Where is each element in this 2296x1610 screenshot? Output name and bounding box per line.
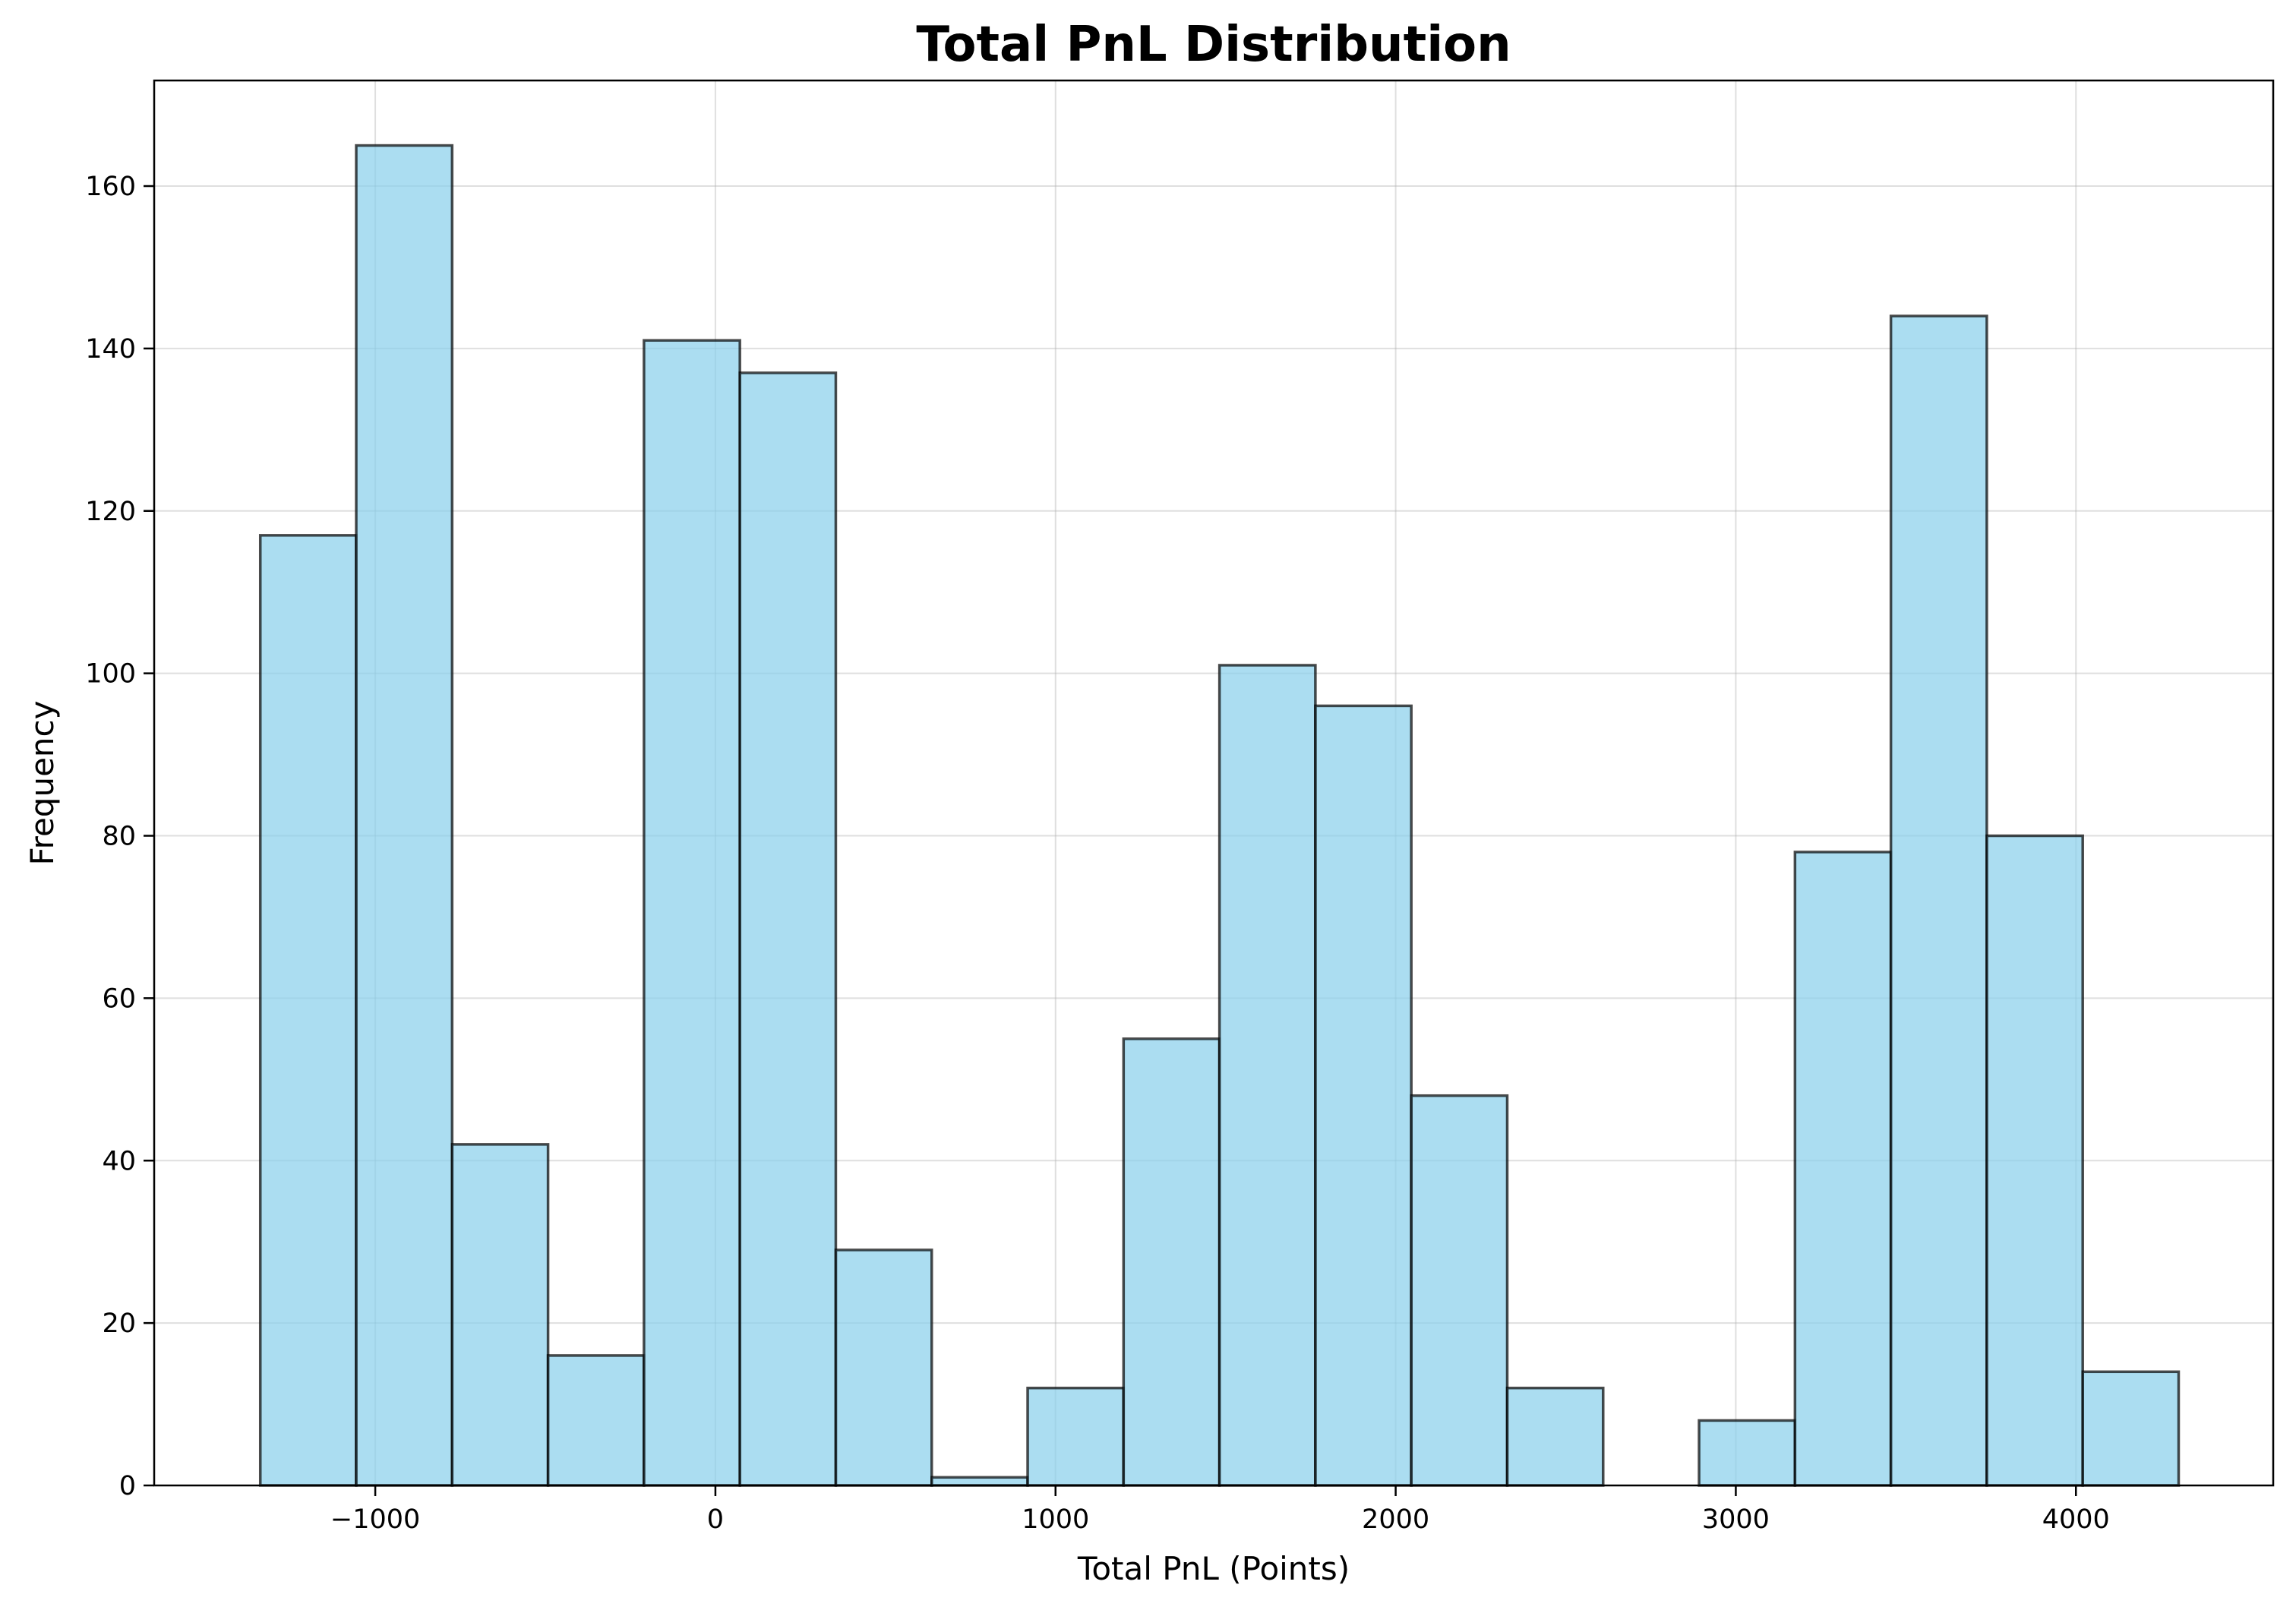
x-tick-label: 3000: [1702, 1504, 1770, 1535]
y-tick-label: 120: [85, 497, 136, 527]
histogram-bar: [1889, 314, 1988, 1487]
chart-title: Total PnL Distribution: [916, 17, 1511, 73]
histogram-bar: [450, 1143, 550, 1487]
y-tick-label: 140: [85, 334, 136, 365]
ticks-layer: −1000 0 1000 2000 3000 4000 0 20 40 60 80 100 120 140…: [85, 172, 2110, 1535]
y-axis-label: Frequency: [24, 701, 61, 866]
histogram-bar: [1122, 1037, 1221, 1487]
histogram-bar: [1314, 704, 1413, 1487]
histogram-bar: [738, 371, 838, 1487]
x-tick-label: −1000: [330, 1504, 420, 1535]
y-tick-label: 20: [102, 1309, 136, 1339]
x-tick-label: 0: [707, 1504, 724, 1535]
histogram-bar: [2081, 1370, 2181, 1487]
y-tick-label: 80: [102, 822, 136, 852]
x-axis-label: Total PnL (Points): [1077, 1550, 1350, 1587]
x-tick-label: 2000: [1362, 1504, 1429, 1535]
histogram-bar: [834, 1249, 933, 1487]
histogram-bar: [258, 534, 358, 1487]
plot-frame: [153, 79, 2275, 1487]
histogram-bar: [546, 1354, 646, 1487]
histogram-bar: [1793, 851, 1893, 1487]
histogram-bar: [1505, 1386, 1605, 1487]
y-tick-label: 0: [119, 1471, 136, 1501]
y-tick-label: 40: [102, 1146, 136, 1176]
x-tick-label: 1000: [1022, 1504, 1089, 1535]
histogram-bar: [1410, 1094, 1509, 1487]
histogram-bar: [1985, 834, 2084, 1487]
x-tick-label: 4000: [2042, 1504, 2110, 1535]
histogram-bar: [1698, 1419, 1797, 1487]
y-tick-label: 160: [85, 172, 136, 202]
y-tick-label: 60: [102, 983, 136, 1014]
y-tick-label: 100: [85, 659, 136, 690]
histogram-bar: [643, 339, 741, 1487]
histogram-bar: [930, 1476, 1029, 1487]
histogram-bar: [1026, 1386, 1126, 1487]
histogram-bar: [1217, 664, 1317, 1487]
bars-layer: [258, 144, 2181, 1487]
histogram-bar: [355, 144, 454, 1487]
